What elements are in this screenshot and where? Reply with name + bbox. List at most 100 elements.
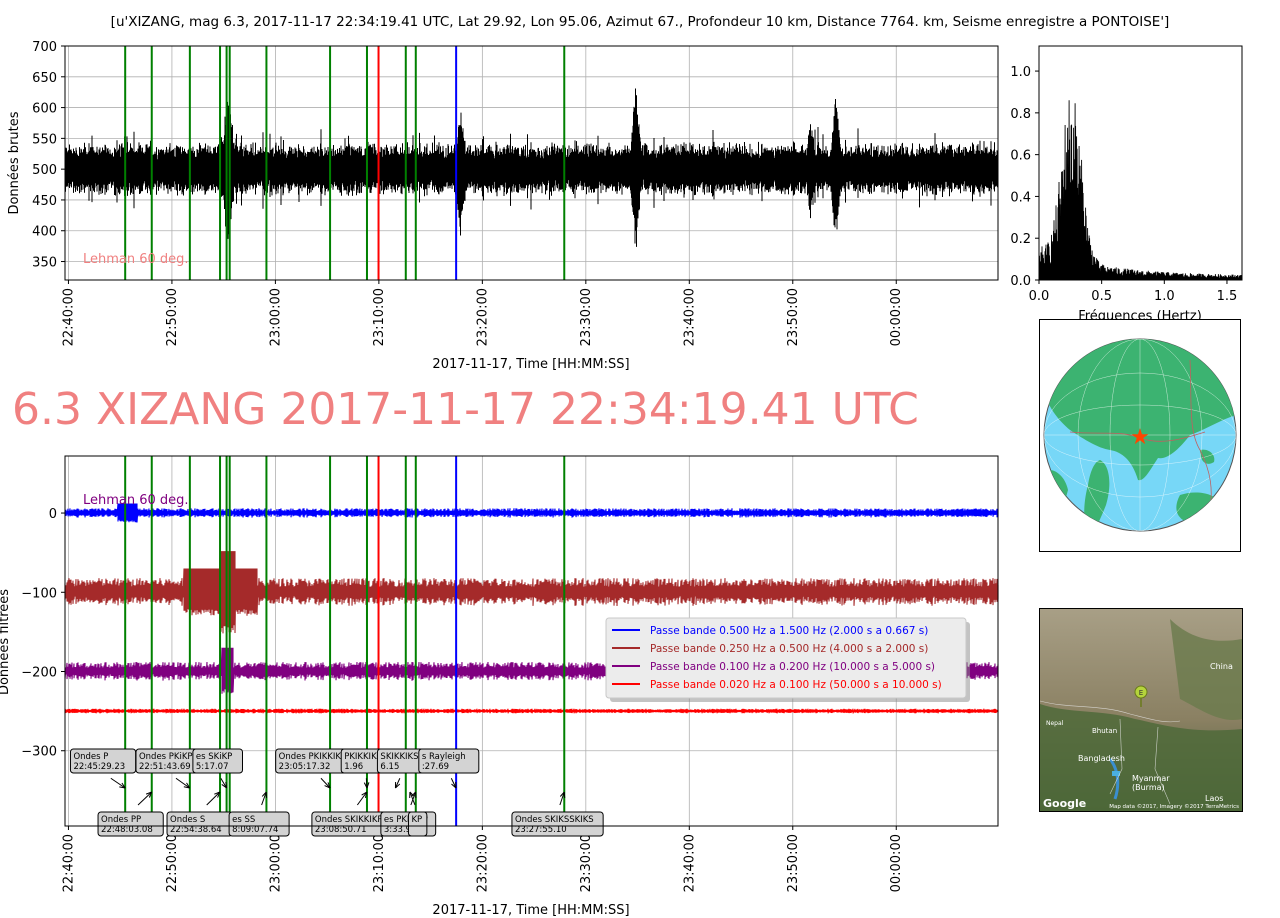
phase-arrow-head (363, 782, 370, 789)
phase-label: Ondes P22:45:29.23 (69, 748, 137, 789)
legend-label: Passe bande 0.100 Hz a 0.200 Hz (10.000 … (650, 661, 935, 673)
y-tick-label: 450 (32, 194, 57, 209)
phase-label-name: es SKiKP (196, 752, 232, 762)
y-tick-label: 0.4 (1010, 190, 1031, 205)
x-tick-label: 23:40:00 (682, 834, 697, 892)
phase-arrow (409, 791, 416, 806)
x-tick-label: 23:30:00 (579, 834, 594, 892)
phase-label-name: Ondes SKIKKIKP (315, 815, 383, 825)
phase-label-time: 22:51:43.69 (139, 762, 191, 772)
phase-label-time: 5:17.07 (196, 762, 229, 772)
phase-arrow (365, 778, 368, 789)
phase-label-name: Ondes PKiKP (139, 752, 193, 762)
x-tick-label: 23:50:00 (786, 834, 801, 892)
lehman-annotation: Lehman 60 deg. (83, 252, 189, 267)
map-label-myanmar: Myanmar (Burma) (1132, 774, 1170, 792)
phase-arrow-head (183, 782, 191, 789)
y-tick-label: −100 (21, 586, 57, 601)
phase-label-name: Ondes S (170, 815, 205, 825)
y-tick-label: 1.0 (1010, 65, 1031, 80)
x-tick-label: 00:00:00 (889, 288, 904, 346)
phase-arrow (394, 778, 401, 789)
phase-label-box (407, 811, 428, 837)
y-axis-label: Données brutes (7, 111, 22, 214)
x-tick-label: 1.5 (1217, 289, 1238, 304)
x-tick-label: 22:40:00 (61, 834, 76, 892)
phase-label-name: es PKPPKP (384, 815, 428, 825)
phase-arrow-head (119, 782, 126, 789)
phase-label-time: 23:27:55.10 (515, 825, 567, 835)
x-tick-label: 23:00:00 (268, 834, 283, 892)
y-tick-label: 600 (32, 102, 57, 117)
phase-label-time: 22:45:29.23 (73, 762, 125, 772)
x-axis-label: 2017-11-17, Time [HH:MM:SS] (432, 357, 629, 372)
map-label-laos: Laos (1205, 794, 1223, 803)
x-tick-label: 23:40:00 (682, 288, 697, 346)
y-tick-label: 0.8 (1010, 107, 1031, 122)
phase-label-time: 6.15 (380, 762, 399, 772)
phase-label-box (418, 748, 480, 774)
legend: Passe bande 0.500 Hz a 1.500 Hz (2.000 s… (605, 617, 970, 702)
phase-arrow-head (221, 781, 228, 789)
phase-label: s Rayleigh:27.69 (418, 748, 480, 789)
x-tick-label: 23:10:00 (372, 288, 387, 346)
x-tick-label: 23:20:00 (475, 834, 490, 892)
y-tick-label: 350 (32, 256, 57, 271)
phase-label-time: :27.69 (422, 762, 449, 772)
raw-waveform-chart: 22:40:00 22:50:00 23:00:00 23:10:00 23:20:00… (7, 40, 999, 372)
phase-label-time: 3:33.91 (384, 825, 417, 835)
y-axis-label: Données filtrées (0, 589, 12, 695)
map-label-bhutan: Bhutan (1092, 727, 1117, 735)
map-label-nepal: Nepal (1046, 720, 1064, 727)
phase-label-name: Ondes P (73, 752, 108, 762)
x-tick-label: 22:50:00 (165, 834, 180, 892)
x-tick-label: 23:00:00 (268, 288, 283, 346)
phase-label-time: 8:09:07.74 (232, 825, 278, 835)
phase-label-name: PKIKKIKS (344, 752, 382, 762)
phase-arrow-head (411, 791, 417, 799)
phase-arrow (410, 791, 417, 806)
filtered-waveform-3 (64, 708, 999, 714)
y-tick-label: 0.6 (1010, 149, 1031, 164)
x-axis-label: 2017-11-17, Time [HH:MM:SS] (432, 903, 629, 918)
spectrum-chart: 0.0 0.5 1.0 1.50.00.20.40.60.81.0Fréquences… (1010, 45, 1243, 324)
phase-label-time: 22:48:03.08 (101, 825, 153, 835)
phase-label-name: es SS (232, 815, 255, 825)
y-tick-label: −200 (21, 666, 57, 681)
legend-label: Passe bande 0.500 Hz a 1.500 Hz (2.000 s… (650, 625, 928, 637)
phase-label: Ondes S22:54:38.64 (166, 791, 233, 837)
x-tick-label: 23:50:00 (786, 288, 801, 346)
phase-label-name: Ondes PP (101, 815, 141, 825)
y-tick-label: 0 (49, 507, 57, 522)
filtered-waveform-chart: 22:40:00 22:50:00 23:00:00 23:10:00 23:20:00… (0, 455, 999, 918)
spectrum-curve (1038, 100, 1243, 281)
y-tick-label: 500 (32, 163, 57, 178)
phase-label-name: KP (411, 815, 422, 825)
phase-arrow-head (394, 781, 401, 789)
legend-box (605, 617, 967, 699)
map-label-china: China (1210, 662, 1233, 671)
y-tick-label: 550 (32, 132, 57, 147)
phase-arrow-head (559, 791, 566, 799)
map-credit: Map data ©2017, Imagery ©2017 TerraMetri… (1109, 803, 1239, 810)
x-tick-label: 0.5 (1091, 289, 1112, 304)
phase-label-name: SKIKKIKS (380, 752, 418, 762)
epicenter-marker: E (1134, 685, 1148, 707)
phase-arrow (450, 778, 457, 789)
phase-arrow (220, 777, 228, 789)
phase-arrow-head (145, 791, 153, 798)
lehman-annotation: Lehman 60 deg. (83, 493, 189, 508)
phase-arrow-head (324, 782, 331, 789)
plot-frame (1038, 45, 1243, 281)
marker-letter: E (1139, 689, 1143, 697)
y-tick-label: 700 (32, 40, 57, 55)
phase-label: es SS8:09:07.74 (228, 791, 290, 837)
phase-arrow-head (409, 791, 415, 799)
y-tick-label: 400 (32, 225, 57, 240)
phase-arrow-head (361, 791, 368, 798)
phase-label: KP (407, 791, 428, 837)
legend-label: Passe bande 0.020 Hz a 0.100 Hz (50.000 … (650, 679, 942, 691)
